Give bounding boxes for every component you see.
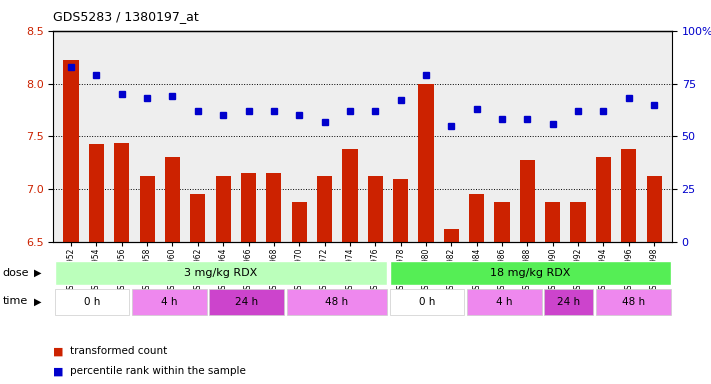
Bar xyxy=(646,176,662,242)
Bar xyxy=(191,194,205,242)
Bar xyxy=(209,290,284,315)
Text: 18 mg/kg RDX: 18 mg/kg RDX xyxy=(490,268,570,278)
Text: dose: dose xyxy=(3,268,29,278)
Bar xyxy=(520,159,535,242)
Bar xyxy=(114,142,129,242)
Bar xyxy=(317,176,332,242)
Text: ▶: ▶ xyxy=(34,268,42,278)
Bar xyxy=(494,202,510,242)
Bar xyxy=(368,176,383,242)
Bar xyxy=(89,144,104,242)
Bar xyxy=(469,194,484,242)
Bar xyxy=(390,260,670,285)
Bar xyxy=(621,149,636,242)
Text: 48 h: 48 h xyxy=(621,297,645,308)
Text: 0 h: 0 h xyxy=(84,297,100,308)
Text: percentile rank within the sample: percentile rank within the sample xyxy=(70,366,245,376)
Bar xyxy=(342,149,358,242)
Bar xyxy=(63,60,79,242)
Text: 4 h: 4 h xyxy=(161,297,178,308)
Text: GDS5283 / 1380197_at: GDS5283 / 1380197_at xyxy=(53,10,199,23)
Text: time: time xyxy=(3,296,28,306)
Text: ■: ■ xyxy=(53,346,64,356)
Text: ■: ■ xyxy=(53,366,64,376)
Bar xyxy=(570,202,586,242)
Text: 24 h: 24 h xyxy=(557,297,580,308)
Bar xyxy=(287,290,387,315)
Text: transformed count: transformed count xyxy=(70,346,167,356)
Text: 0 h: 0 h xyxy=(419,297,435,308)
Bar xyxy=(132,290,207,315)
Bar xyxy=(596,157,611,242)
Bar xyxy=(215,176,231,242)
Bar xyxy=(467,290,542,315)
Bar xyxy=(393,179,408,242)
Text: 3 mg/kg RDX: 3 mg/kg RDX xyxy=(184,268,257,278)
Bar xyxy=(596,290,670,315)
Bar xyxy=(165,157,180,242)
Bar xyxy=(241,173,256,242)
Bar xyxy=(55,260,387,285)
Text: 4 h: 4 h xyxy=(496,297,513,308)
Bar xyxy=(545,290,593,315)
Text: 24 h: 24 h xyxy=(235,297,258,308)
Bar xyxy=(292,202,307,242)
Bar xyxy=(545,202,560,242)
Text: ▶: ▶ xyxy=(34,296,42,306)
Bar xyxy=(444,229,459,242)
Bar xyxy=(139,176,155,242)
Bar xyxy=(267,173,282,242)
Bar xyxy=(55,290,129,315)
Text: 48 h: 48 h xyxy=(325,297,348,308)
Bar xyxy=(390,290,464,315)
Bar xyxy=(418,84,434,242)
